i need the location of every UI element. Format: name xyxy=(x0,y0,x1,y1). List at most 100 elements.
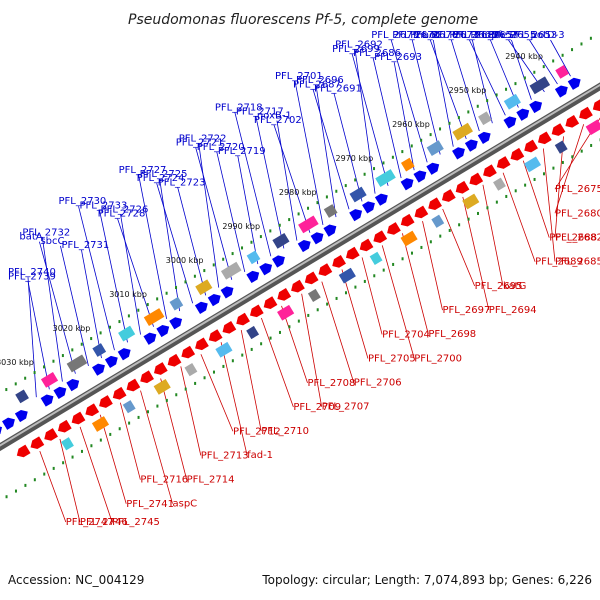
tick-mark xyxy=(175,286,178,290)
tick-mark xyxy=(127,314,130,318)
forward-gene-arrow xyxy=(207,294,221,307)
bottom-gene-label: PFL_2714 xyxy=(187,474,235,485)
tick-mark xyxy=(24,483,27,487)
feature-block xyxy=(298,215,319,234)
reverse-gene-arrow xyxy=(236,312,250,326)
bottom-gene-label: PFL_2695 xyxy=(475,281,523,292)
backbone-highlight xyxy=(0,83,600,447)
bottom-leader-line xyxy=(522,160,550,238)
tick-mark xyxy=(269,229,272,233)
top-leader-line xyxy=(60,245,89,366)
reverse-gene-arrow xyxy=(167,353,182,367)
forward-gene-arrow xyxy=(0,426,3,435)
reverse-gene-arrow xyxy=(57,419,72,433)
map-title: Pseudomonas fluorescens Pf-5, complete g… xyxy=(128,12,478,28)
feature-block xyxy=(169,296,184,311)
forward-gene-arrow xyxy=(40,394,54,407)
tick-mark xyxy=(316,201,319,205)
top-gene-label: PFL_2739 xyxy=(8,271,56,282)
bottom-leader-line xyxy=(341,269,369,359)
top-leader-line xyxy=(511,39,532,100)
tick-mark xyxy=(99,438,102,442)
tick-mark xyxy=(495,200,498,204)
tick-mark xyxy=(203,376,206,380)
reverse-gene-arrow xyxy=(99,395,113,408)
bottom-leader-line xyxy=(140,390,173,504)
tick-mark xyxy=(382,268,385,272)
top-gene-label: potD-3 xyxy=(531,30,565,41)
bottom-gene-label: PFL_2712 xyxy=(233,426,281,437)
tick-mark xyxy=(326,302,329,306)
tick-mark xyxy=(250,347,253,351)
tick-mark xyxy=(316,308,319,312)
reverse-gene-arrow xyxy=(359,238,374,252)
bottom-gene-label: aspC xyxy=(173,499,198,510)
tick-mark xyxy=(401,150,404,154)
reverse-gene-arrow xyxy=(304,271,319,285)
top-leader-line xyxy=(312,89,350,210)
reverse-gene-arrow xyxy=(441,189,456,202)
forward-gene-arrow xyxy=(426,162,440,175)
tick-mark xyxy=(457,116,460,120)
top-gene-label: PFL_2722 xyxy=(179,134,227,145)
forward-gene-arrow xyxy=(14,409,28,423)
forward-gene-arrow xyxy=(143,332,157,345)
tick-mark xyxy=(542,172,545,176)
tick-mark xyxy=(458,223,461,227)
bottom-leader-line xyxy=(99,414,127,504)
tick-mark xyxy=(467,110,470,114)
bottom-leader-line xyxy=(381,245,415,359)
bottom-gene-label: PFL_2704 xyxy=(382,329,430,340)
bottom-gene-label: PFL_2682 xyxy=(555,232,600,243)
bottom-gene-label: PFL_2713 xyxy=(201,450,249,461)
bottom-gene-label: PFL_2706 xyxy=(354,378,402,389)
bottom-gene-label: PFL_2709 xyxy=(293,402,341,413)
top-leader-line xyxy=(273,124,311,233)
tick-mark xyxy=(194,381,197,385)
feature-block xyxy=(122,400,136,414)
forward-gene-arrow xyxy=(477,131,491,144)
top-leader-line xyxy=(27,277,37,398)
tick-mark xyxy=(165,398,168,402)
bottom-gene-label: PFL_2675 xyxy=(555,184,600,195)
tick-mark xyxy=(184,387,187,391)
reverse-gene-arrow xyxy=(44,428,58,441)
top-leader-line xyxy=(432,39,454,147)
top-gene-label: PFL_2663 xyxy=(449,30,497,41)
tick-mark xyxy=(448,121,451,125)
tick-mark xyxy=(448,228,451,232)
top-gene-label: PFL_2728 xyxy=(98,209,146,220)
top-gene-label: PFL_2693 xyxy=(374,52,422,63)
forward-gene-arrow xyxy=(104,355,118,369)
feature-block xyxy=(277,304,295,321)
tick-mark xyxy=(486,206,489,210)
forward-gene-arrow xyxy=(194,301,208,314)
tick-mark xyxy=(552,166,555,170)
tick-mark xyxy=(250,240,253,244)
tick-mark xyxy=(33,371,36,375)
top-leader-line xyxy=(471,39,493,124)
tick-mark xyxy=(71,455,74,459)
bottom-gene-label: PFL_2689 xyxy=(535,257,583,268)
top-gene-label: PFL_2720 xyxy=(197,142,245,153)
reverse-gene-arrow xyxy=(373,230,388,244)
reverse-gene-arrow xyxy=(496,156,511,169)
reverse-gene-arrow xyxy=(208,329,223,342)
tick-mark xyxy=(146,410,149,414)
tick-mark xyxy=(146,303,149,307)
tick-mark xyxy=(62,461,65,465)
genome-backbone xyxy=(0,82,600,452)
tick-mark xyxy=(373,167,376,171)
feature-block xyxy=(431,214,445,228)
top-gene-label: PFL_2719 xyxy=(218,146,266,157)
forward-gene-arrow xyxy=(374,193,388,206)
tick-mark xyxy=(222,364,225,368)
top-leader-line xyxy=(390,39,428,163)
top-gene-label: PFL_2701 xyxy=(275,71,323,82)
tick-mark xyxy=(278,330,281,334)
tick-mark xyxy=(231,359,234,363)
feature-block xyxy=(554,140,568,154)
top-leader-line xyxy=(294,80,324,226)
tick-mark xyxy=(61,354,64,358)
reverse-gene-arrow xyxy=(332,255,346,268)
